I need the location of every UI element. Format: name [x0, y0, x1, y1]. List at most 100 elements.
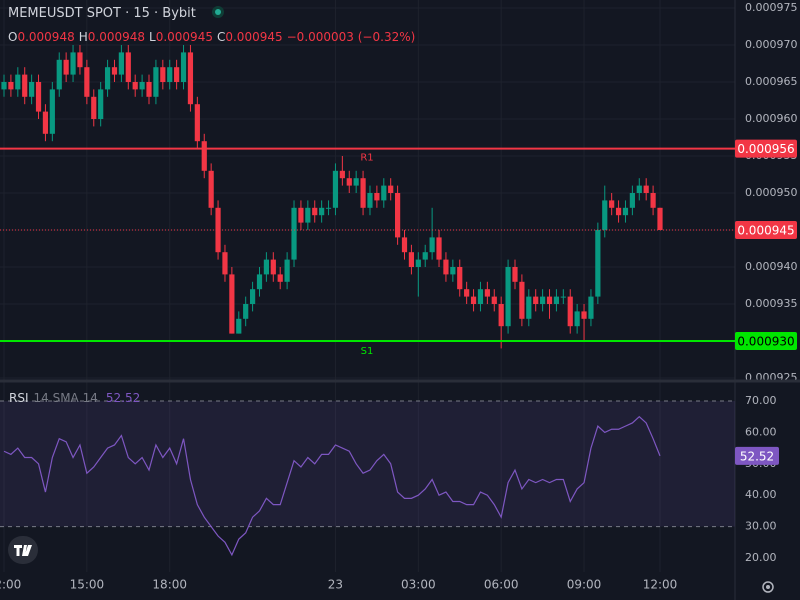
candle-body: [284, 259, 290, 282]
candle-body: [201, 141, 207, 171]
candle-body: [118, 52, 124, 75]
symbol-title: MEMEUSDT SPOT · 15 · Bybit: [8, 6, 224, 21]
candle-body: [132, 82, 138, 90]
price-change: −0.000003 (−0.32%): [286, 30, 416, 44]
candle-body: [22, 74, 28, 97]
candle-body: [367, 193, 373, 208]
candle-body: [208, 170, 214, 208]
x-tick-label: 12:00: [0, 578, 21, 592]
y-tick-label: 0.000935: [745, 297, 798, 310]
candle-body: [84, 67, 90, 97]
candle-body: [77, 52, 83, 68]
candle-body: [588, 296, 594, 319]
candle-body: [408, 252, 415, 267]
candle-body: [270, 259, 276, 275]
level-price-box: [735, 139, 797, 158]
candle-body: [104, 67, 111, 90]
candle-body: [622, 207, 629, 216]
candle-body: [215, 207, 221, 253]
candle-body: [319, 207, 325, 216]
candle-body: [1, 82, 7, 90]
y-tick-label: 0.000940: [745, 260, 798, 273]
candle-body: [263, 259, 269, 275]
candle-body: [581, 311, 587, 319]
title-text: MEMEUSDT SPOT · 15 · Bybit: [8, 6, 196, 21]
y-tick-label: 30.00: [745, 520, 777, 533]
candle-body: [70, 52, 76, 75]
x-tick-label: 23: [328, 578, 343, 592]
candle-body: [629, 193, 635, 208]
x-tick-label: 18:00: [152, 578, 187, 592]
candle-body: [56, 59, 62, 90]
candle-body: [470, 296, 477, 304]
rsi-params: 14 SMA 14: [34, 391, 98, 405]
candle-body: [484, 289, 490, 297]
candle-body: [312, 207, 318, 216]
last-price-label: 0.000945: [737, 224, 794, 238]
candle-body: [450, 267, 456, 275]
last-price-box: [735, 221, 797, 239]
candle-body: [505, 267, 511, 327]
x-tick-label: 09:00: [567, 578, 602, 592]
candle-body: [174, 67, 180, 82]
candle-body: [332, 170, 339, 208]
candle-body: [491, 296, 497, 304]
candle-body: [187, 52, 194, 105]
level-name: R1: [360, 153, 373, 164]
candle-body: [526, 296, 532, 319]
candle-body: [298, 207, 304, 223]
candle-body: [436, 237, 442, 260]
y-tick-label: 60.00: [745, 425, 777, 438]
candle-body: [146, 82, 152, 97]
candle-body: [15, 74, 21, 90]
y-tick-label: 70.00: [745, 394, 777, 407]
candle-body: [256, 274, 263, 290]
rsi-value-axis-label: 52.52: [740, 449, 774, 463]
candle-body: [353, 178, 359, 186]
settings-icon[interactable]: [762, 581, 774, 593]
candle-body: [35, 82, 42, 112]
candle-body: [339, 170, 345, 179]
candle-body: [153, 67, 159, 97]
candle-body: [49, 89, 55, 134]
candle-body: [415, 259, 421, 267]
ohlc-value: 0.000945: [225, 30, 283, 44]
candle-body: [63, 59, 69, 75]
rsi-line: [3, 415, 661, 557]
level-price-label: 0.000956: [737, 142, 794, 156]
ohlc-value: 0.000948: [17, 30, 75, 44]
candle-body: [457, 267, 463, 290]
candle-body: [222, 252, 228, 275]
candle-body: [519, 281, 525, 319]
candle-body: [429, 237, 435, 253]
candle-body: [464, 289, 470, 297]
x-tick-label: 12:00: [643, 578, 678, 592]
candle-body: [42, 111, 49, 134]
candle-body: [533, 296, 539, 304]
candle-body: [650, 193, 656, 208]
candle-body: [422, 252, 428, 260]
candle-body: [277, 274, 283, 282]
candle-body: [139, 82, 145, 90]
x-tick-label: 06:00: [484, 578, 519, 592]
candle-body: [98, 89, 104, 119]
ohlc-key: H: [78, 30, 88, 44]
candle-body: [560, 296, 566, 298]
candle-body: [602, 200, 608, 230]
level-price-box: [735, 332, 797, 350]
rsi-legend: RSI 14 SMA 14 52.52: [9, 391, 140, 405]
candle-body: [360, 178, 366, 208]
candle-body: [546, 296, 553, 304]
candle-body: [8, 82, 14, 90]
rsi-name: RSI: [9, 391, 29, 405]
candle-body: [111, 67, 118, 75]
candle-body: [381, 185, 387, 201]
y-tick-label: 0.000960: [745, 112, 798, 125]
ohlc-key: L: [149, 30, 156, 44]
candle-body: [229, 274, 235, 334]
candle-body: [540, 296, 546, 304]
candle-body: [657, 207, 663, 230]
candle-body: [167, 67, 173, 82]
ohlc-key: C: [216, 30, 226, 44]
